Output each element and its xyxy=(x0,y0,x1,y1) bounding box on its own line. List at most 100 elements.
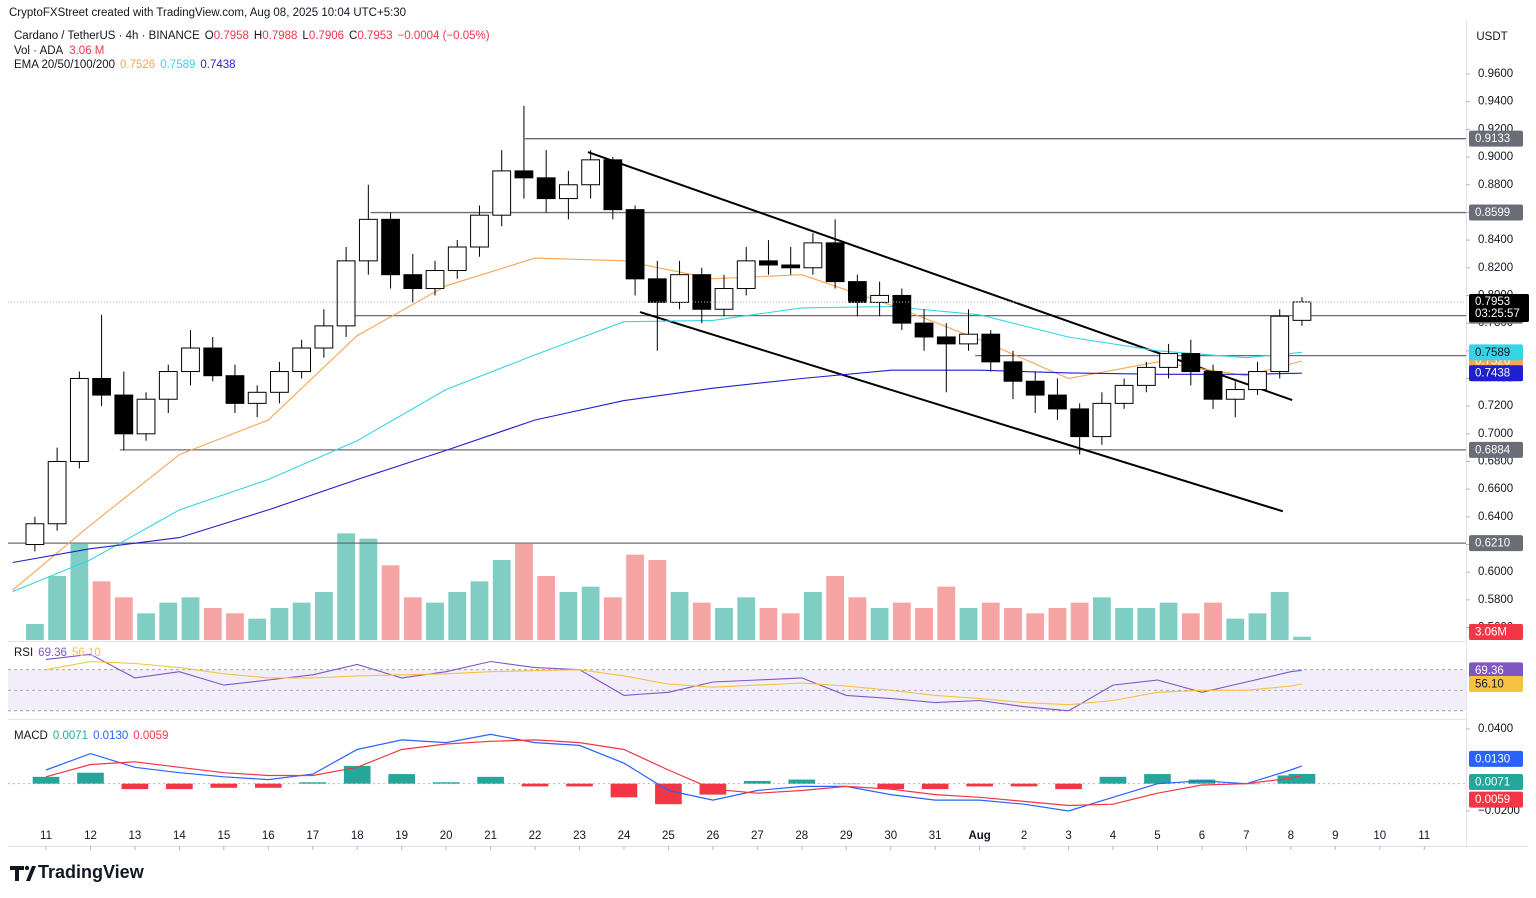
volume-bar xyxy=(737,597,756,640)
macd-line xyxy=(45,739,1303,807)
legend-item: 0.7526 xyxy=(120,59,155,71)
x-tick-label: 13 xyxy=(129,830,142,842)
badge-text: 3.06M xyxy=(1475,627,1507,639)
candle-body xyxy=(425,270,445,290)
histogram-bar xyxy=(744,780,771,784)
candle-body xyxy=(181,347,200,373)
volume-bar xyxy=(26,624,44,640)
x-tick-label: 19 xyxy=(395,830,408,842)
badge-bg xyxy=(1469,624,1523,640)
volume-bar xyxy=(1270,592,1289,640)
legend-item: 0.0059 xyxy=(133,730,168,742)
y-tick-label: 0.5800 xyxy=(1478,594,1513,606)
volume-bar xyxy=(1092,597,1111,640)
x-tick-label: 30 xyxy=(884,830,897,842)
volume-bar xyxy=(626,554,644,640)
legend: Vol · ADA 3.06 M xyxy=(14,45,104,57)
volume-bar xyxy=(114,597,133,640)
x-tick-label: 17 xyxy=(306,830,319,842)
volume-bar xyxy=(248,618,267,640)
volume-bar xyxy=(1159,602,1178,640)
badge-bg xyxy=(1469,365,1523,382)
candle-body xyxy=(959,333,978,345)
candle-body xyxy=(625,209,645,280)
axis-badge: 0.6210 xyxy=(1469,535,1523,552)
volume-bar xyxy=(226,613,244,640)
volume-bar xyxy=(270,608,289,640)
badge-text: 0.7589 xyxy=(1475,347,1510,359)
x-tick-label: 22 xyxy=(529,830,542,842)
channel-line xyxy=(639,311,1284,513)
candle-body xyxy=(1003,361,1023,382)
candle-body xyxy=(1292,301,1312,321)
candle-body xyxy=(1048,394,1067,410)
badge-text: 0.9133 xyxy=(1475,133,1510,145)
y-tick-label: 0.9600 xyxy=(1478,68,1513,80)
histogram-bar xyxy=(254,783,282,788)
axis-badge: 0.8599 xyxy=(1469,204,1523,221)
badge-bg xyxy=(1469,791,1523,808)
volume-bar xyxy=(1248,613,1267,640)
histogram-bar xyxy=(1010,783,1038,787)
candle-body xyxy=(1025,380,1045,396)
badge-text: 0.6210 xyxy=(1475,538,1510,550)
volume-bar xyxy=(670,592,689,640)
legend-item: 0.0130 xyxy=(93,730,128,742)
legend-item: −0.0004 (−0.05%) xyxy=(398,30,490,42)
legend-item: C xyxy=(349,30,357,42)
histogram-bar xyxy=(477,776,504,784)
volume-bar xyxy=(92,581,111,640)
candle-body xyxy=(981,333,1001,363)
y-tick-label: 0.8800 xyxy=(1478,179,1513,191)
legend-item: 69.36 xyxy=(38,647,67,659)
x-tick-label: 24 xyxy=(618,830,631,842)
histogram-bar xyxy=(521,783,549,787)
volume-bar xyxy=(203,608,222,640)
candle-body xyxy=(1092,402,1112,438)
badge-text: 0.0130 xyxy=(1475,753,1510,765)
volume-bar xyxy=(1070,602,1089,640)
candle-body xyxy=(559,184,578,200)
candle-body xyxy=(1225,389,1245,400)
volume-bar xyxy=(492,560,511,640)
candle-body xyxy=(1114,384,1134,404)
volume-bar xyxy=(70,544,89,640)
x-tick-label: 14 xyxy=(173,830,186,842)
candle-body xyxy=(825,242,845,283)
candle-body xyxy=(870,294,889,303)
x-tick-label: 11 xyxy=(40,830,52,842)
histogram-bar xyxy=(432,782,460,784)
legend-item: 0.7988 xyxy=(262,30,297,42)
volume-bar xyxy=(981,602,1000,640)
y-tick-label: 0.7000 xyxy=(1478,428,1513,440)
pane xyxy=(8,653,1466,712)
candle-body xyxy=(914,322,934,338)
y-tick-label: 0.6600 xyxy=(1478,483,1513,495)
logo-text: TradingView xyxy=(38,862,145,882)
legend-item: Vol · ADA xyxy=(14,45,64,57)
logo-mark xyxy=(10,866,36,881)
histogram-bar xyxy=(210,783,238,788)
x-tick-label: 10 xyxy=(1373,830,1386,842)
histogram-bar xyxy=(77,772,104,784)
candle-body xyxy=(1159,353,1178,368)
candle-body xyxy=(270,371,289,393)
candle-body xyxy=(69,377,89,462)
badge-bg xyxy=(1469,441,1523,458)
candle-body xyxy=(403,274,423,290)
axis-badge: 0.6884 xyxy=(1469,441,1523,458)
x-tick-label: 28 xyxy=(795,830,808,842)
axis-badge: 69.36 xyxy=(1469,662,1523,679)
legend-item: H xyxy=(254,30,262,42)
histogram-bar xyxy=(166,783,193,790)
histogram-bar xyxy=(566,783,593,787)
legend: RSI 69.36 56.10 xyxy=(14,647,101,659)
price-timer: 03:25:57 xyxy=(1475,308,1520,320)
badge-text: 0.7953 xyxy=(1475,296,1510,308)
volume-bar xyxy=(804,592,822,640)
volume-bar xyxy=(337,533,355,640)
volume-bar xyxy=(1181,613,1200,640)
volume-bar xyxy=(359,538,378,640)
x-tick-label: 11 xyxy=(1418,830,1430,842)
